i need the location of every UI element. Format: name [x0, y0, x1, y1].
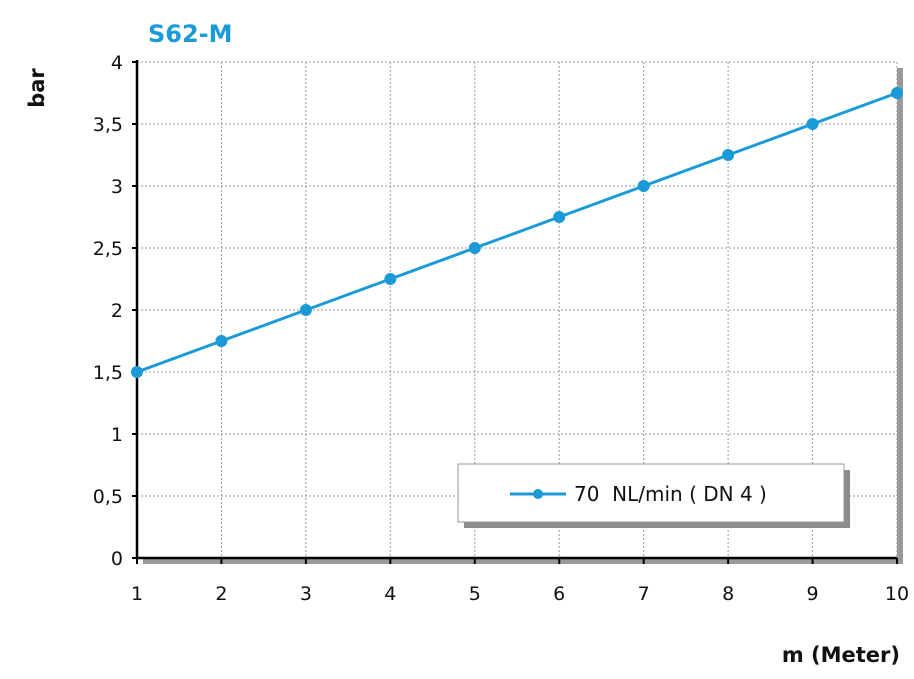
legend-series-label: 70 NL/min ( DN 4 ) [574, 482, 767, 506]
y-tick-label: 1 [111, 424, 123, 446]
y-tick-label: 0 [111, 548, 123, 570]
data-point [891, 87, 903, 99]
data-point [553, 211, 566, 223]
x-tick-label: 7 [638, 583, 650, 605]
x-tick-label: 10 [885, 583, 909, 605]
axes [132, 60, 903, 564]
y-tick-label: 2 [111, 300, 123, 322]
plot-shadow-bottom [143, 558, 903, 564]
y-tick-label: 4 [111, 52, 123, 74]
data-point [384, 273, 397, 285]
y-tick-label: 1,5 [93, 362, 123, 384]
data-point [806, 118, 819, 130]
tick-labels: 0 0,5 1 1,5 2 2,5 3 3,5 4 1 2 3 4 5 6 7 8 9 10 [93, 52, 909, 605]
data-point [722, 149, 735, 161]
legend: 70 NL/min ( DN 4 ) [457, 463, 850, 528]
y-tick-label: 0,5 [93, 486, 123, 508]
data-point [637, 180, 650, 192]
x-axis-label: m (Meter) [782, 643, 900, 667]
x-tick-label: 4 [384, 583, 396, 605]
x-tick-label: 5 [469, 583, 481, 605]
plot-area [131, 87, 903, 378]
chart-title: S62-M [148, 20, 233, 48]
series-line [136, 91, 898, 374]
y-tick-label: 3,5 [93, 114, 123, 136]
plot-shadow-right [897, 68, 903, 564]
x-tick-label: 2 [215, 583, 227, 605]
x-tick-label: 6 [553, 583, 565, 605]
x-tick-label: 8 [722, 583, 734, 605]
y-tick-label: 2,5 [93, 238, 123, 260]
legend-series-marker [533, 489, 543, 499]
x-tick-label: 9 [807, 583, 819, 605]
data-point [131, 366, 143, 378]
x-tick-label: 3 [300, 583, 312, 605]
data-point [468, 242, 481, 254]
x-tick-label: 1 [131, 583, 143, 605]
data-point [299, 304, 312, 316]
y-axis-label: bar [25, 68, 49, 108]
y-tick-label: 3 [111, 176, 123, 198]
data-point [215, 335, 228, 347]
